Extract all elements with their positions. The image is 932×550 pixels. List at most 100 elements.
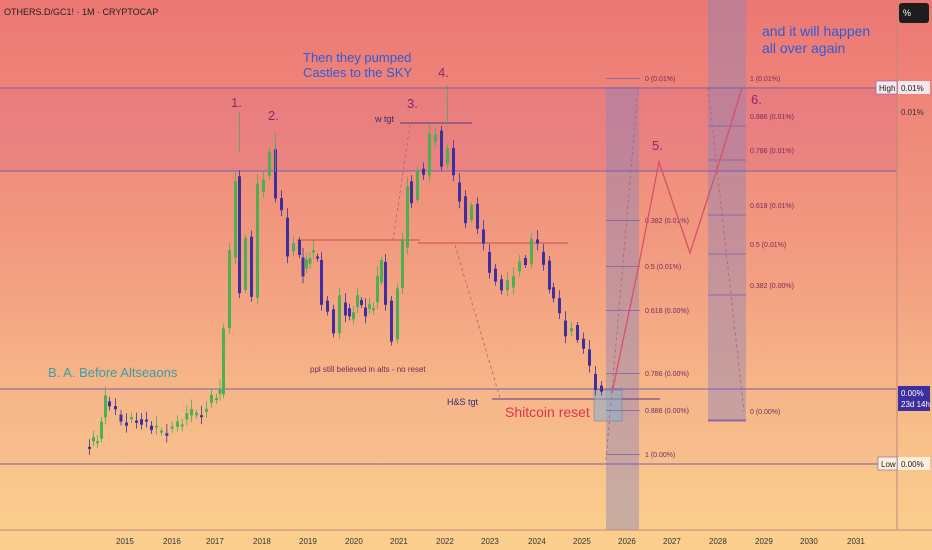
candle xyxy=(406,186,409,248)
candle xyxy=(542,251,545,265)
candle xyxy=(88,446,91,449)
candle xyxy=(396,288,399,340)
candle xyxy=(292,243,295,252)
annotation-pumped-1: Then they pumped xyxy=(303,50,411,65)
x-tick-2018: 2018 xyxy=(253,537,271,546)
fib-left-label-3: 0.618 (0.00%) xyxy=(645,308,689,315)
x-tick-2021: 2021 xyxy=(390,537,408,546)
fib-left-lines xyxy=(606,78,640,465)
candle xyxy=(165,433,169,436)
candle xyxy=(298,240,301,255)
x-tick-2024: 2024 xyxy=(528,537,546,546)
candle xyxy=(185,413,189,420)
candle xyxy=(320,259,323,305)
candle xyxy=(308,258,312,264)
high-value-box xyxy=(898,81,930,94)
fib-left-label-2: 0.5 (0.01%) xyxy=(645,264,681,271)
measure-dash-1 xyxy=(392,124,411,241)
x-tick-2031: 2031 xyxy=(847,537,865,546)
candle xyxy=(176,421,179,427)
candle xyxy=(92,437,95,442)
candles xyxy=(88,85,603,455)
time-axis: 2015 2016 2017 2018 2019 2020 2021 2022 2023 2024… xyxy=(116,537,865,546)
annotation-again-1: and it will happen xyxy=(762,23,870,39)
x-tick-2029: 2029 xyxy=(755,537,773,546)
candle xyxy=(130,417,133,420)
annotation-shitcoin: Shitcoin reset xyxy=(505,404,590,420)
countdown: 23d 14h xyxy=(901,400,930,409)
candle xyxy=(301,257,305,277)
projection-band-2 xyxy=(708,0,746,420)
candle xyxy=(234,181,237,258)
candle xyxy=(140,419,143,425)
x-tick-2019: 2019 xyxy=(299,537,317,546)
candle xyxy=(262,179,265,192)
fib-right-label-3: 0.618 (0.01%) xyxy=(750,203,794,210)
candle xyxy=(356,295,359,308)
candle xyxy=(205,408,208,412)
candle xyxy=(352,312,355,320)
candle xyxy=(570,328,573,332)
fib-left-label-6: 1 (0.00%) xyxy=(645,452,675,459)
candle xyxy=(530,238,533,264)
candle xyxy=(338,295,341,334)
candle xyxy=(218,388,222,394)
fib-right-labels: 1 (0.01%) 0.886 (0.01%) 0.786 (0.01%) 0.618… xyxy=(750,76,794,416)
candle xyxy=(422,168,425,175)
fib-right-label-2: 0.786 (0.01%) xyxy=(750,148,794,155)
projection-band-1 xyxy=(606,87,639,530)
fib-right-label-6: 0 (0.00%) xyxy=(750,409,780,416)
candle xyxy=(582,338,585,349)
candle xyxy=(305,259,308,269)
candle xyxy=(368,304,371,309)
candle xyxy=(488,251,491,273)
candle xyxy=(524,258,527,265)
candle xyxy=(564,320,567,337)
annotation-wtgt: w tgt xyxy=(374,114,395,124)
candle xyxy=(476,203,479,229)
candle xyxy=(180,424,184,427)
candle xyxy=(274,149,277,199)
candle xyxy=(160,430,163,433)
high-tag xyxy=(875,80,898,95)
candle xyxy=(390,300,393,342)
x-tick-2015: 2015 xyxy=(116,537,134,546)
candle xyxy=(104,395,107,418)
candle xyxy=(238,176,241,294)
candle xyxy=(600,385,603,392)
wave-label-3: 3. xyxy=(407,96,418,111)
x-tick-2016: 2016 xyxy=(163,537,181,546)
x-tick-2017: 2017 xyxy=(206,537,224,546)
low-tag xyxy=(877,456,898,471)
candle xyxy=(100,421,103,439)
candle xyxy=(494,268,497,282)
projection-path xyxy=(611,87,743,394)
low-value: 0.00% xyxy=(901,460,924,469)
x-tick-2025: 2025 xyxy=(573,537,591,546)
unit-button[interactable] xyxy=(899,3,929,23)
x-tick-2022: 2022 xyxy=(436,537,454,546)
wave-label-4: 4. xyxy=(438,65,449,80)
fib-right-lines xyxy=(708,87,746,422)
high-tag-label: High xyxy=(879,84,895,93)
candle xyxy=(145,419,148,422)
candle xyxy=(428,133,431,176)
fib-left-label-5: 0.886 (0.00%) xyxy=(645,408,689,415)
candle xyxy=(155,425,158,428)
candle xyxy=(506,280,509,291)
fib-left-label-0: 0 (0.01%) xyxy=(645,76,675,83)
annotation-pumped-2: Castles to the SKY xyxy=(303,65,412,80)
candle xyxy=(244,238,247,290)
candle xyxy=(576,325,579,340)
candle xyxy=(150,425,153,431)
candle xyxy=(452,148,455,176)
candle xyxy=(558,298,561,314)
candle xyxy=(482,229,485,244)
x-tick-2027: 2027 xyxy=(663,537,681,546)
annotation-ba: B. A. Before Altseaons xyxy=(48,365,178,380)
candle xyxy=(119,414,123,422)
candle xyxy=(410,181,413,204)
candle xyxy=(372,308,375,311)
